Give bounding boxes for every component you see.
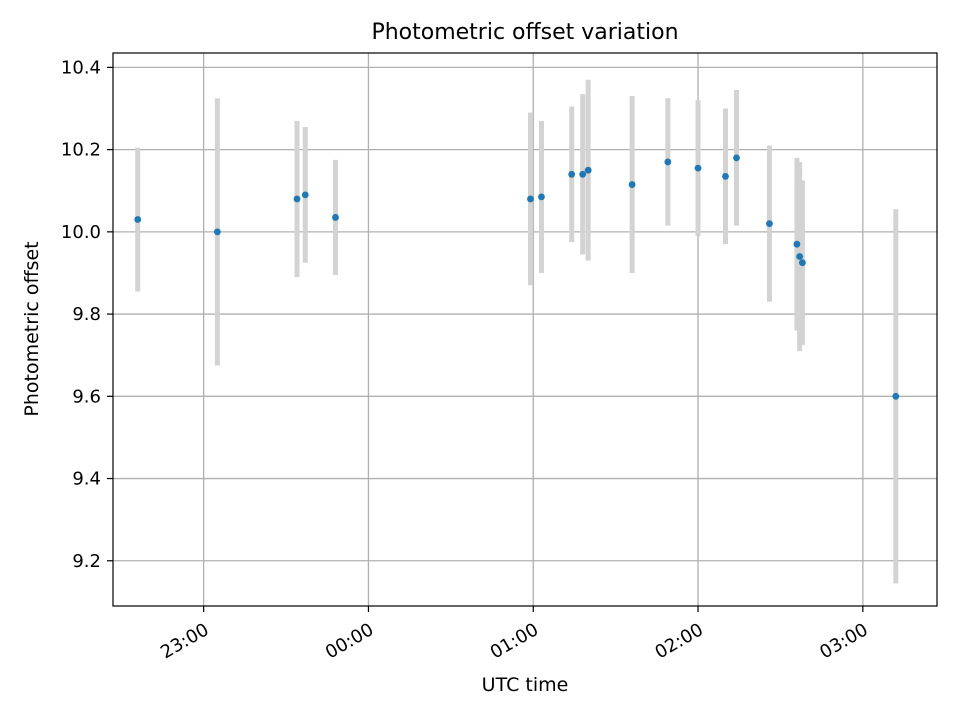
y-tick-label: 9.4 (72, 469, 101, 490)
data-point (694, 164, 702, 172)
data-point (213, 228, 221, 236)
data-point (301, 191, 309, 199)
data-points (134, 154, 900, 400)
y-tick-label: 10.0 (61, 222, 101, 243)
y-tick-label: 9.8 (72, 304, 101, 325)
data-point (568, 170, 576, 178)
data-point (332, 214, 339, 221)
data-point (892, 392, 900, 400)
data-point (766, 220, 773, 228)
data-point (796, 253, 804, 260)
y-axis-ticks: 9.2 9.4 9.6 9.8 10.0 10.2 10.4 (61, 57, 113, 572)
data-point (733, 154, 740, 162)
data-point (793, 240, 801, 248)
plot-frame (112, 52, 938, 607)
y-tick-label: 10.4 (61, 57, 101, 78)
data-point (538, 193, 545, 201)
x-axis-label: UTC time (482, 674, 569, 696)
data-point (134, 216, 142, 223)
y-axis-label: Photometric offset (21, 241, 43, 416)
y-tick-label: 9.6 (72, 386, 101, 407)
data-point (579, 170, 587, 178)
data-point (584, 166, 592, 174)
data-point (628, 181, 636, 188)
data-point (664, 158, 672, 166)
data-point (722, 172, 729, 180)
y-tick-label: 9.2 (72, 551, 101, 572)
data-point (527, 195, 534, 203)
data-point (293, 195, 301, 203)
y-tick-label: 10.2 (61, 140, 101, 161)
chart-title: Photometric offset variation (371, 20, 678, 45)
data-point (799, 259, 806, 267)
